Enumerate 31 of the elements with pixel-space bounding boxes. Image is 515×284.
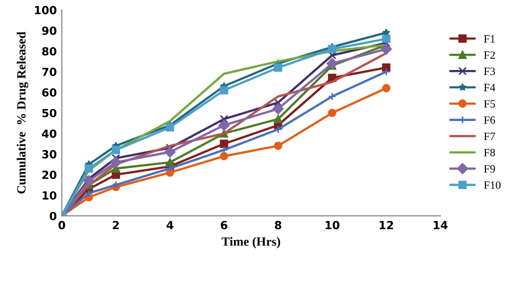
y-tick-label: 30 [42,150,56,158]
x-tick-label: 0 [58,220,66,230]
y-tick-label: 90 [42,26,56,35]
x-tick-label: 4 [166,221,174,230]
x-tick-label: 2 [112,220,119,230]
legend-label: F1 [484,35,495,42]
legend-label: F3 [484,68,495,76]
legend-label: F5 [484,100,495,108]
y-axis-title: Cumulative % Drug Released [16,32,28,194]
legend-label: F7 [484,132,496,140]
legend-label: F6 [484,116,496,124]
legend-label: F9 [484,165,495,173]
x-tick-label: 6 [220,220,228,230]
y-tick-label: 80 [42,47,56,56]
y-tick-label: 100 [35,6,56,14]
x-tick-label: 10 [326,220,340,230]
y-tick-label: 50 [42,108,56,118]
x-axis-title: Time (Hrs) [222,237,280,248]
x-tick-label: 14 [434,221,448,230]
legend-label: F2 [484,51,495,59]
legend-label: F10 [484,181,501,189]
y-tick-label: 40 [42,129,56,138]
x-tick-label: 12 [380,220,394,230]
x-tick-label: 8 [274,220,282,230]
legend-label: F8 [484,148,495,156]
y-tick-label: 60 [42,88,56,97]
y-tick-label: 10 [42,191,56,200]
y-tick-label: 70 [42,68,56,76]
legend-label: F4 [484,84,496,92]
y-tick-label: 0 [50,212,56,220]
y-tick-label: 20 [42,170,56,180]
